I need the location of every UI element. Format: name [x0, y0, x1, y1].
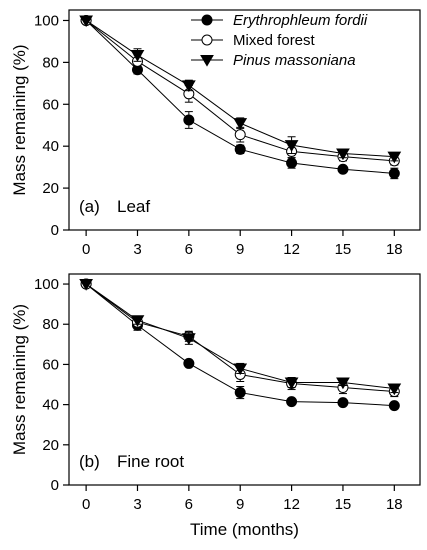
- series-pinus-massoniana: [79, 279, 402, 396]
- legend-label: Erythrophleum fordii: [233, 12, 368, 29]
- y-tick-label: 40: [42, 397, 59, 414]
- data-point-pinus-massoniana: [284, 377, 299, 390]
- y-tick-label: 20: [42, 437, 59, 454]
- legend-marker-pinus-massoniana: [200, 55, 214, 67]
- data-point-erythrophleum-fordii: [388, 400, 400, 412]
- x-tick-label: 0: [82, 496, 90, 513]
- data-point-mixed-forest: [234, 129, 246, 141]
- x-tick-label: 6: [185, 241, 193, 258]
- x-axis-label: Time (months): [190, 520, 299, 539]
- x-tick-label: 18: [386, 496, 403, 513]
- chart-fine-root: 0 20 40 60 80 100 0 3 6 9 12 15 18 Mass remaining (%)…: [10, 273, 421, 539]
- x-tick-label: 3: [133, 241, 141, 258]
- data-point-pinus-massoniana: [336, 377, 350, 390]
- x-tick-label: 6: [185, 496, 193, 513]
- x-tick-label: 9: [236, 241, 244, 258]
- data-point-erythrophleum-fordii: [183, 114, 195, 126]
- data-point-erythrophleum-fordii: [286, 157, 298, 169]
- y-tick-label: 40: [42, 138, 59, 155]
- panel-label: (a): [79, 197, 100, 216]
- data-point-pinus-massoniana: [130, 315, 145, 327]
- data-point-pinus-massoniana: [181, 333, 196, 345]
- series-erythrophleum-fordii: [80, 278, 400, 412]
- series-mixed-forest: [80, 278, 400, 398]
- legend-marker-mixed-forest: [201, 34, 213, 46]
- plot-frame: [68, 9, 421, 231]
- data-point-pinus-massoniana: [284, 140, 299, 152]
- y-tick-label: 0: [51, 222, 59, 239]
- data-point-pinus-massoniana: [233, 363, 248, 376]
- data-point-pinus-massoniana: [130, 50, 145, 62]
- y-tick-label: 100: [34, 12, 59, 29]
- x-tick-label: 9: [236, 496, 244, 513]
- y-axis-label: Mass remaining (%): [10, 44, 29, 195]
- x-tick-label: 0: [82, 241, 90, 258]
- data-point-pinus-massoniana: [387, 383, 402, 396]
- data-point-erythrophleum-fordii: [183, 357, 195, 369]
- panel-name: Fine root: [117, 452, 184, 471]
- data-point-pinus-massoniana: [79, 279, 93, 291]
- chart-leaf: 0 20 40 60 80 100 0 3 6 9 12 15 18 Mass remaining (%)…: [10, 9, 421, 258]
- data-point-pinus-massoniana: [336, 148, 350, 161]
- y-tick-label: 80: [42, 54, 59, 71]
- legend-label: Mixed forest: [233, 32, 316, 49]
- legend-marker-erythrophleum-fordii: [201, 14, 213, 26]
- data-point-pinus-massoniana: [79, 15, 93, 28]
- legend-label: Pinus massoniana: [233, 52, 356, 69]
- data-point-erythrophleum-fordii: [388, 167, 400, 179]
- panel-name: Leaf: [117, 197, 150, 216]
- data-point-pinus-massoniana: [387, 151, 402, 164]
- x-tick-label: 15: [335, 496, 352, 513]
- x-tick-label: 3: [133, 496, 141, 513]
- x-tick-label: 12: [283, 496, 300, 513]
- x-tick-label: 15: [335, 241, 352, 258]
- data-point-erythrophleum-fordii: [234, 143, 246, 155]
- y-axis-label: Mass remaining (%): [10, 304, 29, 455]
- panel-label: (b): [79, 452, 100, 471]
- y-tick-label: 100: [34, 276, 59, 293]
- y-tick-label: 0: [51, 477, 59, 494]
- y-tick-label: 60: [42, 356, 59, 373]
- y-tick-label: 80: [42, 316, 59, 333]
- data-point-erythrophleum-fordii: [337, 397, 349, 409]
- data-point-erythrophleum-fordii: [337, 163, 349, 175]
- data-point-pinus-massoniana: [181, 80, 196, 93]
- x-tick-label: 18: [386, 241, 403, 258]
- data-point-pinus-massoniana: [233, 118, 248, 130]
- legend: Erythrophleum fordii Mixed forest Pinus ma…: [191, 12, 368, 69]
- series-pinus-massoniana: [79, 15, 402, 164]
- data-point-erythrophleum-fordii: [234, 387, 246, 399]
- y-tick-label: 60: [42, 96, 59, 113]
- y-tick-label: 20: [42, 180, 59, 197]
- plot-frame: [68, 273, 421, 486]
- data-point-erythrophleum-fordii: [286, 396, 298, 408]
- x-tick-label: 12: [283, 241, 300, 258]
